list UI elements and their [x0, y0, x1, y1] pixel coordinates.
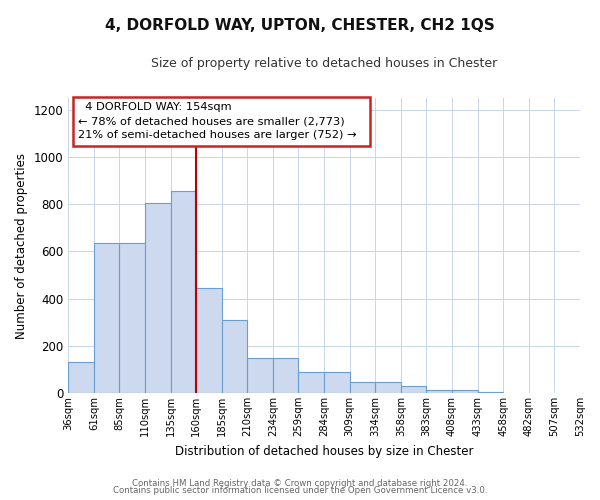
X-axis label: Distribution of detached houses by size in Chester: Distribution of detached houses by size … [175, 444, 473, 458]
Bar [119, 243, 145, 393]
Bar [350, 382, 375, 393]
Bar [94, 243, 119, 393]
Bar [375, 382, 401, 393]
Bar [324, 372, 350, 393]
Y-axis label: Number of detached properties: Number of detached properties [15, 152, 28, 338]
Text: 4, DORFOLD WAY, UPTON, CHESTER, CH2 1QS: 4, DORFOLD WAY, UPTON, CHESTER, CH2 1QS [105, 18, 495, 32]
Text: Contains public sector information licensed under the Open Government Licence v3: Contains public sector information licen… [113, 486, 487, 495]
Text: 4 DORFOLD WAY: 154sqm
← 78% of detached houses are smaller (2,773)
21% of semi-d: 4 DORFOLD WAY: 154sqm ← 78% of detached … [79, 102, 364, 141]
Bar [247, 358, 273, 393]
Bar [196, 288, 222, 393]
Bar [68, 362, 94, 393]
Bar [170, 192, 196, 393]
Bar [298, 372, 324, 393]
Text: Contains HM Land Registry data © Crown copyright and database right 2024.: Contains HM Land Registry data © Crown c… [132, 478, 468, 488]
Bar [427, 390, 452, 393]
Title: Size of property relative to detached houses in Chester: Size of property relative to detached ho… [151, 58, 497, 70]
Bar [145, 203, 170, 393]
Bar [478, 392, 503, 393]
Bar [401, 386, 427, 393]
Bar [452, 390, 478, 393]
Bar [273, 358, 298, 393]
Bar [222, 320, 247, 393]
